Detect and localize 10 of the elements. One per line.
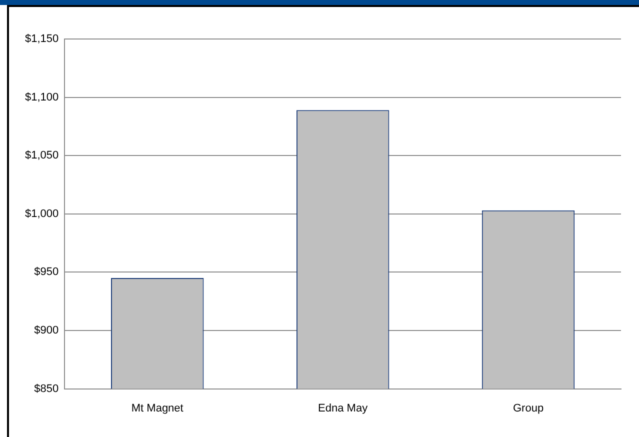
y-tick-label: $950 — [34, 266, 59, 278]
y-tick-label: $900 — [34, 324, 59, 337]
x-tick-label: Edna May — [318, 402, 368, 414]
y-tick-label: $850 — [34, 382, 59, 395]
y-tick-label: $1,150 — [24, 33, 59, 46]
y-tick-label: $1,050 — [24, 150, 59, 162]
y-tick-label: $1,000 — [24, 208, 59, 220]
x-tick-label: Mt Magnet — [131, 402, 184, 414]
x-tick-label: Group — [512, 402, 544, 414]
y-tick-label: $1,100 — [24, 91, 59, 104]
